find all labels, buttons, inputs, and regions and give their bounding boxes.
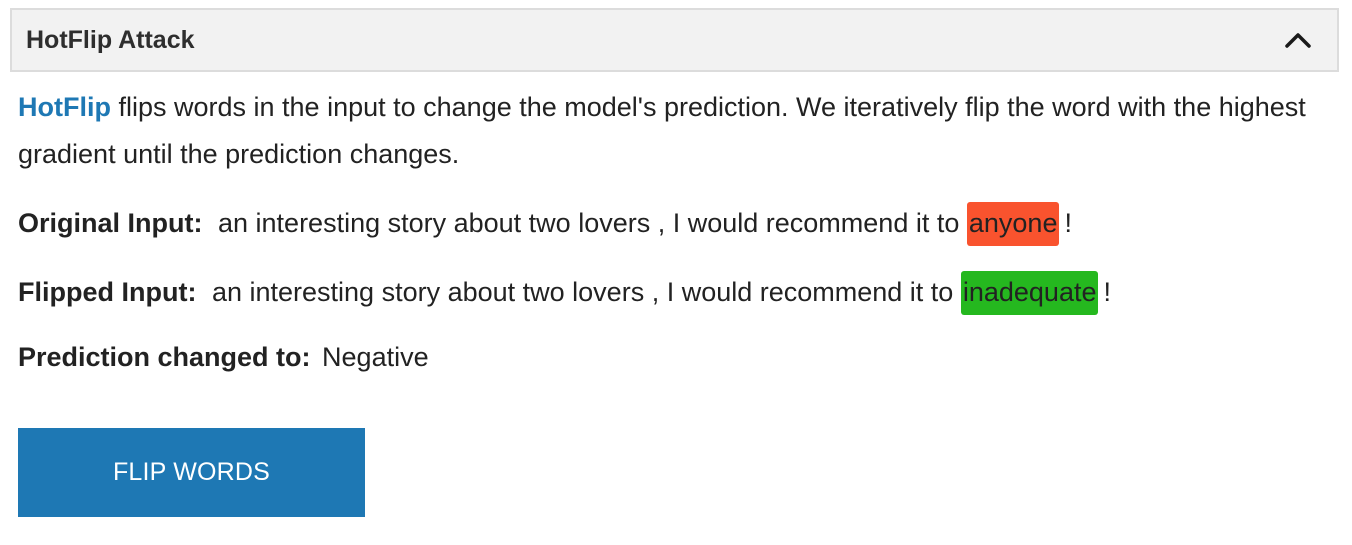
flipped-input-suffix: ! xyxy=(1103,277,1111,307)
original-input-suffix: ! xyxy=(1064,208,1072,238)
prediction-row: Prediction changed to: Negative xyxy=(18,342,429,373)
chevron-up-icon[interactable] xyxy=(1281,23,1315,57)
prediction-value: Negative xyxy=(322,342,429,372)
flipped-input-label: Flipped Input: xyxy=(18,277,197,307)
hotflip-link[interactable]: HotFlip xyxy=(18,92,111,122)
panel-body: HotFlip flips words in the input to chan… xyxy=(18,84,1328,372)
original-highlighted-token: anyone xyxy=(966,202,1060,246)
original-input-label: Original Input: xyxy=(18,208,203,238)
flipped-input-row: Flipped Input: an interesting story abou… xyxy=(18,271,1111,315)
flipped-input-text: an interesting story about two lovers , … xyxy=(211,277,954,307)
prediction-label: Prediction changed to: xyxy=(18,342,311,372)
flip-words-button[interactable]: FLIP WORDS xyxy=(18,428,365,517)
original-input-text: an interesting story about two lovers , … xyxy=(218,208,960,238)
hotflip-panel: HotFlip Attack xyxy=(10,8,1339,541)
original-input-row: Original Input: an interesting story abo… xyxy=(18,202,1072,246)
description: HotFlip flips words in the input to chan… xyxy=(18,84,1328,178)
description-text: flips words in the input to change the m… xyxy=(18,92,1306,169)
panel-header[interactable]: HotFlip Attack xyxy=(10,8,1339,72)
flipped-highlighted-token: inadequate xyxy=(960,271,1099,315)
panel-title: HotFlip Attack xyxy=(26,25,195,54)
